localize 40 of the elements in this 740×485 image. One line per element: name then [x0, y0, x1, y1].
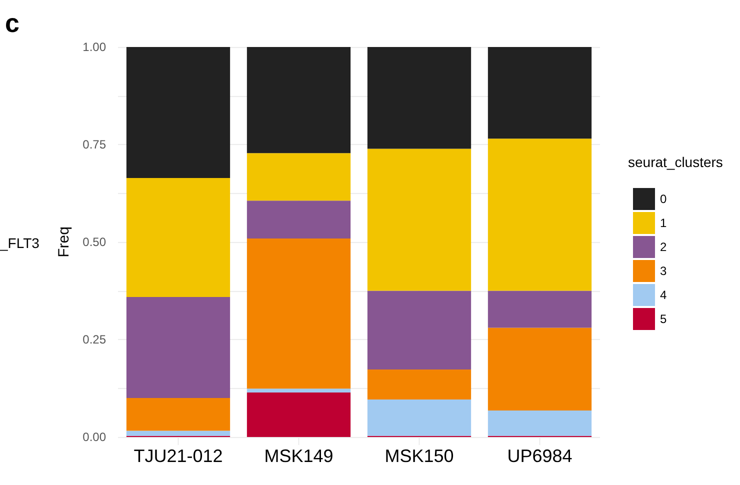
bar: [488, 47, 592, 139]
y-tick-label: 0.00: [82, 430, 106, 444]
legend-title: seurat_clusters: [628, 154, 723, 170]
y-tick-label: 1.00: [82, 40, 106, 54]
x-tick-label: MSK150: [384, 446, 454, 466]
bar: [367, 400, 472, 436]
bar: [367, 47, 472, 149]
bar: [126, 47, 230, 178]
bar: [126, 430, 230, 436]
legend-label: 2: [660, 240, 667, 254]
y-axis-title: Freq: [56, 226, 73, 258]
y-tick-label: 0.25: [82, 332, 106, 346]
x-tick-label: MSK149: [264, 446, 334, 466]
legend-label: 4: [660, 288, 667, 302]
x-tick-label: UP6984: [507, 446, 572, 466]
bar: [246, 392, 351, 437]
bar: [126, 398, 230, 431]
legend-label: 3: [660, 264, 667, 278]
legend-label: 0: [660, 192, 667, 206]
bar: [126, 296, 230, 398]
bar: [246, 47, 351, 154]
bar: [246, 153, 351, 201]
bar: [488, 328, 592, 410]
y-tick-label: 0.75: [82, 138, 106, 152]
bar: [367, 148, 472, 291]
bar: [367, 370, 472, 400]
text: _FLT3: [0, 235, 40, 251]
chart-title: c: [5, 8, 20, 38]
bar: [246, 388, 351, 393]
bar: [488, 410, 592, 436]
bar: [246, 238, 351, 389]
legend-label: 5: [660, 312, 667, 326]
legend-label: 1: [660, 216, 667, 230]
x-tick-label: TJU21-012: [134, 446, 223, 466]
bar: [126, 178, 230, 297]
y-tick-label: 0.50: [82, 235, 106, 249]
bar: [488, 138, 592, 291]
bar: [367, 290, 472, 370]
bar: [488, 290, 592, 328]
bar: [246, 200, 351, 238]
